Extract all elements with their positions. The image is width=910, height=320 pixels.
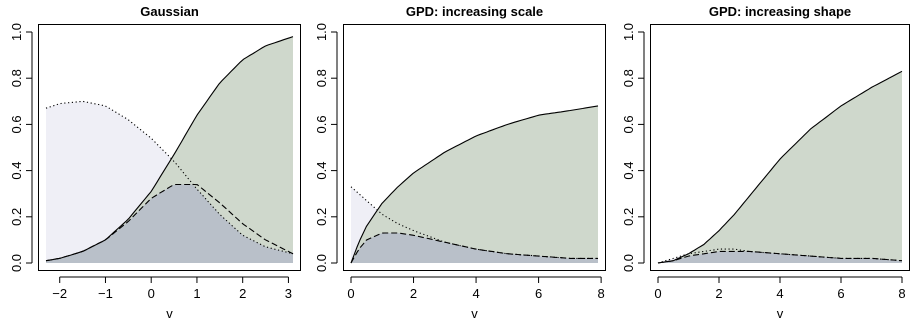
y-tick-label: 0.0 (314, 254, 329, 272)
y-tick-label: 0.0 (9, 254, 24, 272)
y-tick-label: 0.2 (621, 208, 636, 226)
plot-area (657, 70, 903, 264)
x-tick-label: 6 (837, 286, 844, 301)
series-line-dashed (657, 250, 903, 264)
x-tick-label: 0 (148, 286, 155, 301)
chart-panel-2: GPD: increasing scale 0 2 4 6 8 v 0.0 0.2 0.4 0.6 0… (314, 4, 606, 320)
chart-title: GPD: increasing shape (709, 4, 851, 19)
solid-region (46, 36, 293, 263)
series-line-solid (45, 36, 294, 262)
chart-title: GPD: increasing scale (406, 4, 543, 19)
plot-frame (343, 24, 606, 271)
y-tick-label: 0.6 (314, 115, 329, 133)
x-tick-label: 1 (193, 286, 200, 301)
x-tick-label: 4 (776, 286, 783, 301)
y-tick-label: 0.0 (621, 254, 636, 272)
plot-area (45, 36, 294, 264)
plot-area (350, 105, 599, 264)
chart-title: Gaussian (140, 4, 199, 19)
y-tick-label: 1.0 (621, 23, 636, 41)
y-tick-label: 1.0 (9, 23, 24, 41)
x-tick-label: 2 (715, 286, 722, 301)
y-tick-label: 0.4 (621, 162, 636, 180)
x-tick-label: 4 (472, 286, 479, 301)
overlap-region (351, 233, 598, 263)
x-axis-label: v (166, 306, 173, 320)
x-tick-label: 0 (654, 286, 661, 301)
series-line-solid (350, 105, 599, 264)
plot-frame (38, 24, 301, 271)
solid-region (658, 71, 902, 263)
y-tick-label: 0.4 (9, 162, 24, 180)
chart-panel-1: Gaussian −2 −1 0 1 2 3 v 0.0 0.2 0.4 0.6 0.8 1.0 (9, 4, 301, 320)
solid-region (351, 105, 598, 264)
overlap-region (46, 184, 293, 263)
x-tick-label: 6 (535, 286, 542, 301)
y-tick-label: 0.2 (9, 208, 24, 226)
y-tick-label: 0.8 (621, 69, 636, 87)
y-tick-label: 0.8 (314, 69, 329, 87)
series-line-solid (657, 70, 903, 264)
x-axis-label: v (777, 306, 784, 320)
y-tick-label: 0.2 (314, 208, 329, 226)
y-tick-label: 0.6 (9, 115, 24, 133)
x-tick-label: 2 (410, 286, 417, 301)
y-tick-label: 0.6 (621, 115, 636, 133)
x-tick-label: 8 (598, 286, 605, 301)
y-tick-label: 0.4 (314, 162, 329, 180)
series-line-dotted (657, 248, 903, 264)
series-line-dotted (45, 100, 294, 255)
series-line-dashed (350, 232, 598, 264)
overlap-region (658, 251, 902, 263)
y-tick-label: 0.8 (9, 69, 24, 87)
series-line-dashed (45, 183, 294, 262)
x-tick-label: 2 (239, 286, 246, 301)
x-tick-label: 8 (898, 286, 905, 301)
x-tick-label: 0 (347, 286, 354, 301)
x-axis-label: v (471, 306, 478, 320)
x-tick-label: −1 (98, 286, 113, 301)
chart-panel-3: GPD: increasing shape 0 2 4 6 8 v 0.0 0.2 0.4 0.6 0… (621, 4, 910, 320)
x-tick-label: −2 (52, 286, 67, 301)
x-tick-label: 3 (285, 286, 292, 301)
y-tick-label: 1.0 (314, 23, 329, 41)
